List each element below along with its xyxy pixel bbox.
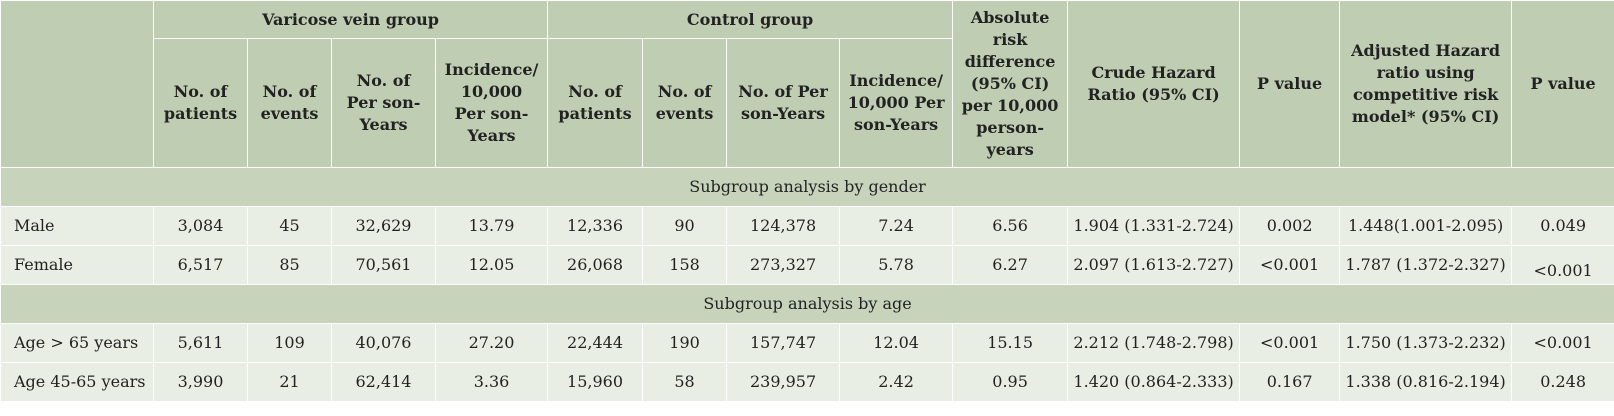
table-cell: 0.167 — [1239, 362, 1341, 402]
table-cell: 1.787 (1.372-2.327) — [1339, 245, 1513, 285]
table-cell: 1.904 (1.331-2.724) — [1067, 206, 1241, 246]
table-cell: 7.24 — [839, 206, 954, 246]
table-cell: 70,561 — [331, 245, 436, 285]
control-incidence-header: Incidence/10,000 Per son-Years — [839, 38, 954, 168]
p-value-header-1: P value — [1239, 0, 1341, 168]
table-cell: 1.420 (0.864-2.333) — [1067, 362, 1241, 402]
table-cell: 15.15 — [952, 323, 1069, 363]
table-cell: 3.36 — [434, 362, 549, 402]
table-cell: 13.79 — [434, 206, 549, 246]
table-cell: 2.42 — [839, 362, 954, 402]
table-cell: 1.750 (1.373-2.232) — [1339, 323, 1513, 363]
table-cell: 12.04 — [839, 323, 954, 363]
table-cell: 85 — [247, 245, 332, 285]
row-label: Male — [0, 206, 154, 246]
varicose-patients-header: No. of patients — [153, 38, 248, 168]
table-cell: 0.95 — [952, 362, 1069, 402]
table-cell: 109 — [247, 323, 332, 363]
table-cell: 1.338 (0.816-2.194) — [1339, 362, 1513, 402]
table-cell: 239,957 — [726, 362, 841, 402]
varicose-events-header: No. of events — [247, 38, 332, 168]
row-label: Age 45-65 years — [0, 362, 154, 402]
table-cell: 45 — [247, 206, 332, 246]
table-cell: 124,378 — [726, 206, 841, 246]
table-cell: 2.097 (1.613-2.727) — [1067, 245, 1241, 285]
control-group-header: Control group — [547, 0, 954, 39]
section-title: Subgroup analysis by gender — [0, 167, 1614, 207]
table-cell: 6,517 — [153, 245, 248, 285]
table-cell: 40,076 — [331, 323, 436, 363]
table-cell: 2.212 (1.748-2.798) — [1067, 323, 1241, 363]
table-cell: 21 — [247, 362, 332, 402]
corner-header-cell — [0, 0, 154, 168]
table-row: Male 3,084 45 32,629 13.79 12,336 90 124,378 7.2… — [0, 206, 1614, 246]
table-cell: 12,336 — [547, 206, 644, 246]
table-cell: <0.001 — [1239, 323, 1341, 363]
table-cell: 32,629 — [331, 206, 436, 246]
table-row: Age 45-65 years 3,990 21 62,414 3.36 15,960 58… — [0, 362, 1614, 402]
adjusted-hazard-header: Adjusted Hazard ratio using competitive ri… — [1339, 0, 1513, 168]
control-patients-header: No. of patients — [547, 38, 644, 168]
table-cell: 0.002 — [1239, 206, 1341, 246]
table-cell: 1.448(1.001-2.095) — [1339, 206, 1513, 246]
table-cell: 26,068 — [547, 245, 644, 285]
p-value-header-2: P value — [1511, 0, 1614, 168]
table-cell: 12.05 — [434, 245, 549, 285]
table-cell: 158 — [642, 245, 728, 285]
table-cell: 3,990 — [153, 362, 248, 402]
table-cell: 190 — [642, 323, 728, 363]
table-cell: 157,747 — [726, 323, 841, 363]
table-cell: 273,327 — [726, 245, 841, 285]
cell-value: <0.001 — [1533, 261, 1593, 280]
varicose-group-header: Varicose vein group — [152, 0, 549, 39]
row-label: Age > 65 years — [0, 323, 154, 363]
table-cell: 22,444 — [547, 323, 644, 363]
table-cell: 62,414 — [331, 362, 436, 402]
control-person-years-header: No. of Per son-Years — [726, 38, 841, 168]
table-cell: 3,084 — [153, 206, 248, 246]
absolute-risk-header: Absolute risk difference (95% CI) per 10,000… — [952, 0, 1069, 168]
table-cell: 6.27 — [952, 245, 1069, 285]
varicose-person-years-header: No. of Per son- Years — [331, 38, 436, 168]
table-cell: <0.001 — [1511, 245, 1614, 285]
table-cell: 27.20 — [434, 323, 549, 363]
crude-hazard-header: Crude Hazard Ratio (95% CI) — [1067, 0, 1241, 168]
table-cell: 5.78 — [839, 245, 954, 285]
control-events-header: No. of events — [642, 38, 728, 168]
table-cell: <0.001 — [1511, 323, 1614, 363]
section-title: Subgroup analysis by age — [0, 284, 1614, 324]
row-label: Female — [0, 245, 154, 285]
section-row: Subgroup analysis by age — [0, 284, 1614, 324]
results-table: Varicose vein group Control group Absolu… — [0, 0, 1614, 402]
table-cell: 6.56 — [952, 206, 1069, 246]
table-cell: 0.049 — [1511, 206, 1614, 246]
table-cell: 58 — [642, 362, 728, 402]
section-row: Subgroup analysis by gender — [0, 167, 1614, 207]
varicose-incidence-header: Incidence/10,000 Per son- Years — [434, 38, 549, 168]
table-cell: 0.248 — [1511, 362, 1614, 402]
table-cell: 15,960 — [547, 362, 644, 402]
table-cell: 90 — [642, 206, 728, 246]
table-row: Age > 65 years 5,611 109 40,076 27.20 22,444 1… — [0, 323, 1614, 363]
table-cell: <0.001 — [1239, 245, 1341, 285]
table-row: Female 6,517 85 70,561 12.05 26,068 158 273,327… — [0, 245, 1614, 285]
table-body: Subgroup analysis by gender Male 3,084 45 32… — [0, 167, 1614, 402]
table-cell: 5,611 — [153, 323, 248, 363]
